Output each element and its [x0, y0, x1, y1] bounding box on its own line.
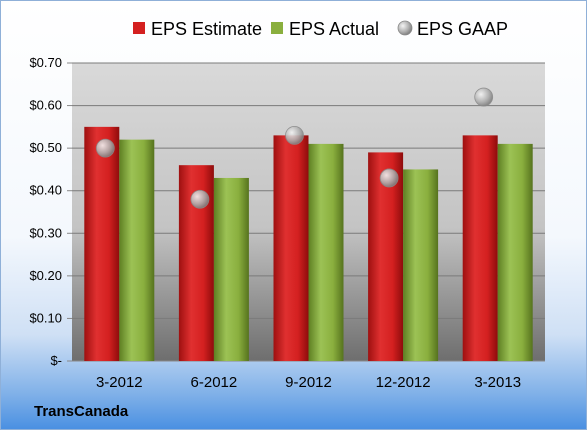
eps-actual-bar: [308, 143, 344, 361]
x-axis-ticks: 3-2012 6-2012 9-2012 12-2012 3-2013: [96, 374, 521, 391]
y-tick-label: $0.10: [29, 310, 62, 325]
y-tick-label: $0.20: [29, 268, 62, 283]
eps-estimate-bar: [462, 135, 498, 361]
x-tick-label: 12-2012: [376, 374, 431, 391]
bars: [84, 126, 533, 361]
eps-actual-bar: [497, 143, 533, 361]
y-tick-label: $0.30: [29, 225, 62, 240]
company-label: TransCanada: [34, 403, 129, 420]
x-tick-label: 6-2012: [191, 374, 238, 391]
eps-estimate-bar: [84, 126, 120, 361]
legend-eps-estimate-label: EPS Estimate: [151, 19, 262, 39]
eps-estimate-bar: [368, 152, 404, 361]
eps-estimate-bar: [273, 135, 309, 361]
markers: [95, 87, 494, 209]
y-tick-label: $0.50: [29, 140, 62, 155]
eps-gaap-marker: [474, 87, 494, 107]
y-tick-label: $-: [50, 353, 62, 368]
eps-gaap-marker: [95, 138, 115, 158]
eps-gaap-marker: [379, 168, 399, 188]
x-tick-label: 3-2013: [474, 374, 521, 391]
legend-eps-estimate-swatch: [133, 22, 145, 34]
eps-actual-bar: [119, 139, 155, 361]
y-axis-ticks: $- $0.10 $0.20 $0.30 $0.40 $0.50 $0.60 $0.70: [29, 55, 62, 368]
x-tick-label: 9-2012: [285, 374, 332, 391]
eps-gaap-marker: [285, 125, 304, 145]
legend-eps-gaap-swatch: [397, 20, 413, 36]
y-tick-label: $0.60: [29, 98, 62, 113]
legend-eps-gaap-label: EPS GAAP: [417, 19, 508, 39]
y-tick-label: $0.40: [29, 183, 62, 198]
legend-eps-actual-swatch: [271, 22, 283, 34]
y-tick-label: $0.70: [29, 55, 62, 70]
eps-actual-bar: [403, 169, 439, 361]
x-tick-label: 3-2012: [96, 374, 143, 391]
legend: EPS Estimate EPS Actual EPS GAAP: [133, 19, 508, 39]
eps-gaap-marker: [190, 189, 210, 209]
eps-actual-bar: [213, 177, 249, 361]
legend-eps-actual-label: EPS Actual: [289, 19, 379, 39]
